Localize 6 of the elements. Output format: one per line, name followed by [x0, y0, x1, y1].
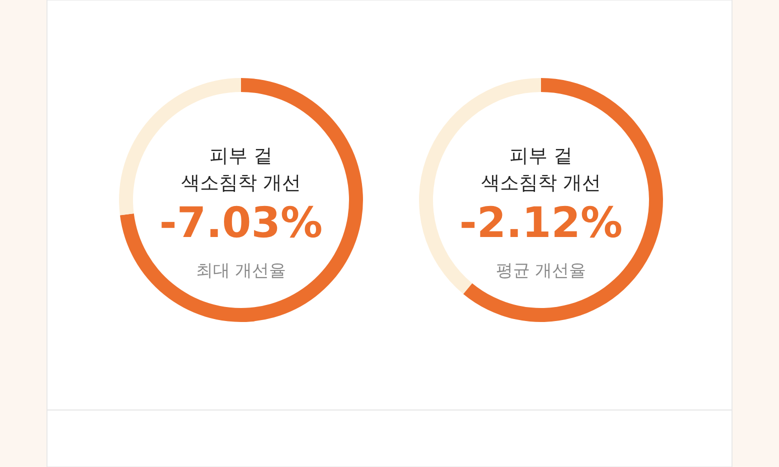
text: 평균 개선율 — [496, 261, 586, 281]
text: -2.12% — [459, 198, 623, 247]
text: 최대 개선율 — [196, 261, 286, 281]
text: 피부 겉 색소침착 개선 — [480, 145, 602, 194]
text: -7.03% — [159, 198, 323, 247]
text: 피부 겉 색소침착 개선 — [180, 145, 302, 194]
